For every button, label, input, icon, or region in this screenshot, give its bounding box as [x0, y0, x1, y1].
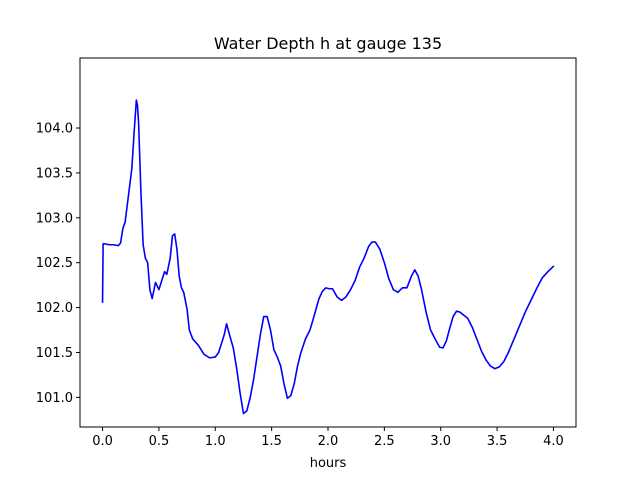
y-tick-label: 101.5 [36, 346, 73, 361]
plot-area-frame [79, 57, 577, 428]
y-tick-label: 103.0 [36, 211, 73, 226]
x-tick-label: 0.0 [92, 434, 113, 449]
y-tick-label: 103.5 [36, 166, 73, 181]
x-axis-label: hours [310, 456, 347, 471]
y-tick-label: 101.0 [36, 391, 73, 406]
x-axis-ticks: 0.0 0.5 1.0 1.5 2.0 2.5 3.0 3.5 4.0 [92, 427, 564, 449]
x-tick-label: 1.5 [261, 434, 282, 449]
y-tick-label: 104.0 [36, 122, 73, 137]
x-tick-label: 3.0 [430, 434, 451, 449]
series-layer [101, 99, 555, 415]
chart-title: Water Depth h at gauge 135 [214, 34, 442, 53]
x-tick-label: 3.5 [487, 434, 508, 449]
x-tick-label: 2.0 [318, 434, 339, 449]
water-depth-line [101, 99, 555, 415]
x-tick-label: 1.0 [205, 434, 226, 449]
x-tick-label: 2.5 [374, 434, 395, 449]
y-tick-label: 102.0 [36, 301, 73, 316]
x-tick-label: 0.5 [149, 434, 170, 449]
y-tick-label: 102.5 [36, 256, 73, 271]
x-tick-label: 4.0 [543, 434, 564, 449]
y-axis-ticks: 101.0 101.5 102.0 102.5 103.0 103.5 104.0 [36, 122, 80, 406]
